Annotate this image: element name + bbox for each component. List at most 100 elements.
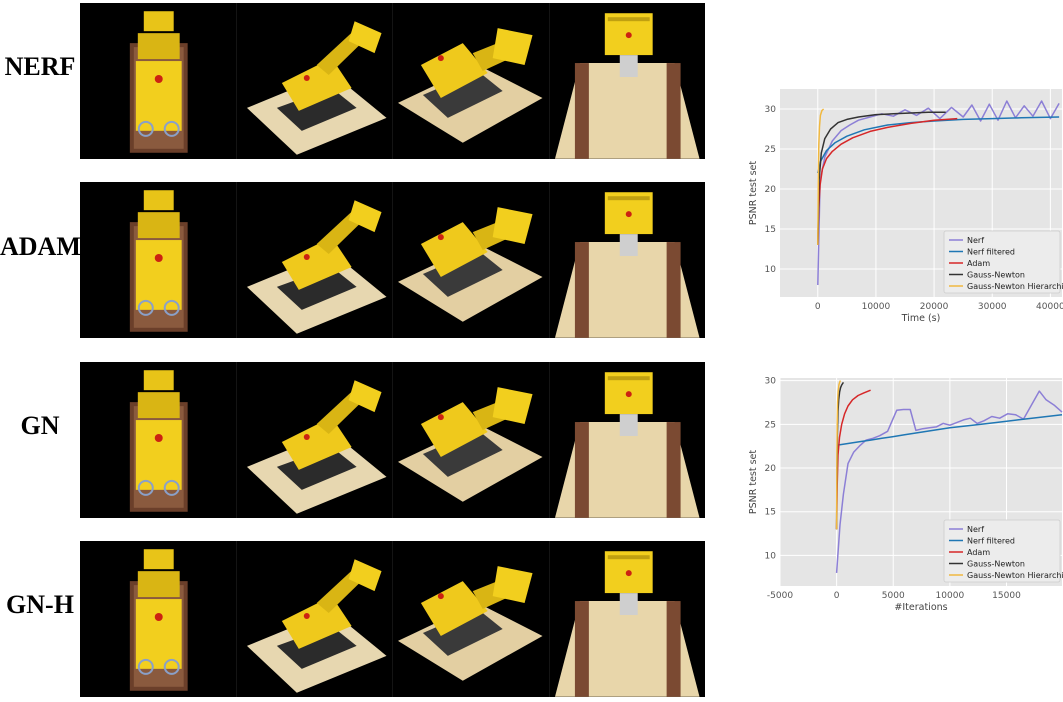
loader-render — [397, 387, 543, 502]
legend-entry: Nerf — [967, 525, 984, 534]
series-line-nerf-filtered — [817, 116, 1060, 174]
loader-light — [154, 75, 163, 83]
y-tick-label: 20 — [765, 185, 777, 195]
x-axis-label: Time (s) — [901, 313, 941, 324]
render-image — [129, 190, 188, 332]
x-tick-label: 30000 — [978, 302, 1007, 312]
loader-render — [129, 370, 188, 512]
loader-wheel — [163, 658, 180, 675]
legend: Nerf Nerf filtered Adam Gauss-Newton Gauss-N… — [943, 519, 1063, 583]
loader-bucket — [492, 566, 533, 604]
y-tick-label: 20 — [765, 464, 777, 474]
loader-bucket — [348, 21, 382, 54]
loader-bucket — [492, 387, 533, 425]
series-line-gauss-newton-hier — [817, 108, 825, 246]
loader-track — [574, 242, 589, 338]
loader-body — [420, 402, 488, 457]
loader-light — [625, 570, 632, 577]
render-view — [393, 3, 550, 159]
render-view — [80, 541, 237, 697]
loader-light — [303, 613, 310, 619]
loader-track — [422, 250, 503, 297]
loader-wheel — [163, 120, 180, 137]
legend-entry: Gauss-Newton — [967, 560, 1025, 569]
loader-wheel — [137, 658, 154, 675]
gridlines — [780, 89, 1062, 297]
loader-arms — [137, 571, 180, 598]
loader-body — [135, 61, 182, 131]
render-image — [554, 192, 700, 338]
loader-render — [554, 372, 700, 518]
loader-spring — [619, 55, 638, 78]
row-label-gn-h: GN-H — [6, 590, 74, 619]
x-tick-label: 5000 — [882, 591, 905, 601]
loader-bucket-rim — [607, 17, 650, 22]
loader-track — [574, 601, 589, 697]
render-image — [246, 21, 387, 155]
y-tick-label: 30 — [765, 105, 777, 115]
loader-track — [276, 266, 357, 310]
render-view — [80, 3, 237, 159]
legend-entry: Adam — [967, 259, 990, 268]
legend: Nerf Nerf filtered Adam Gauss-Newton Gauss-N… — [943, 230, 1063, 294]
y-axis-label: PSNR test set — [748, 161, 759, 226]
legend-entry: Adam — [967, 548, 990, 557]
render-strip-gn-h — [80, 541, 705, 697]
loader-bucket — [143, 370, 174, 391]
render-view — [237, 3, 393, 159]
render-image — [129, 11, 188, 153]
loader-bucket — [492, 207, 533, 245]
loader-render — [397, 28, 543, 143]
series-line-nerf — [817, 100, 1060, 286]
loader-render — [246, 21, 387, 155]
loader-light — [625, 391, 632, 398]
psnr-vs-time-svg: 0 10000 20000 30000 40000 10 15 20 25 30 Time (s) P… — [748, 89, 1063, 324]
legend-entry: Gauss-Newton Hierarchical — [967, 282, 1063, 291]
loader-light — [625, 32, 632, 39]
psnr-vs-iterations-chart: -5000 0 5000 10000 15000 10 15 20 25 30 #Iteration… — [740, 372, 1063, 624]
loader-wheel — [137, 120, 154, 137]
loader-base — [554, 422, 700, 518]
x-tick-label: -5000 — [767, 591, 793, 601]
x-tick-label: 10000 — [936, 591, 965, 601]
loader-render — [554, 551, 700, 697]
loader-track — [422, 71, 503, 118]
render-strip-adam — [80, 182, 705, 338]
render-image — [129, 549, 188, 691]
loader-bucket-rim — [607, 376, 650, 381]
y-tick-label: 15 — [765, 508, 776, 518]
loader-bucket — [143, 190, 174, 211]
x-tick-label: 20000 — [920, 302, 949, 312]
loader-body — [420, 43, 488, 98]
loader-render — [129, 549, 188, 691]
render-image — [129, 370, 188, 512]
series-line-gauss-newton — [817, 111, 946, 246]
render-view — [550, 182, 706, 338]
loader-track — [666, 601, 681, 697]
loader-wheel — [163, 299, 180, 316]
loader-body — [281, 417, 352, 470]
loader-light — [437, 234, 444, 241]
loader-body — [281, 237, 352, 290]
loader-bucket — [348, 200, 382, 233]
loader-track — [422, 430, 503, 477]
loader-spring — [619, 414, 638, 437]
render-view — [237, 541, 393, 697]
y-tick-label: 10 — [765, 551, 777, 561]
loader-arms — [137, 33, 180, 60]
loader-bucket — [492, 28, 533, 66]
render-image — [246, 559, 387, 693]
row-label-adam: ADAM — [0, 232, 81, 261]
gridlines — [779, 378, 1062, 586]
series-line-gauss-newton-hier — [835, 380, 842, 530]
row-label-gn: GN — [20, 411, 60, 440]
series-line-nerf-filtered — [836, 413, 1063, 447]
render-image — [246, 380, 387, 514]
loader-body — [281, 58, 352, 111]
loader-track — [574, 63, 589, 159]
loader-track — [276, 625, 357, 669]
loader-arms — [137, 392, 180, 419]
loader-track — [666, 242, 681, 338]
y-tick-label: 25 — [765, 145, 776, 155]
loader-bucket — [143, 549, 174, 570]
